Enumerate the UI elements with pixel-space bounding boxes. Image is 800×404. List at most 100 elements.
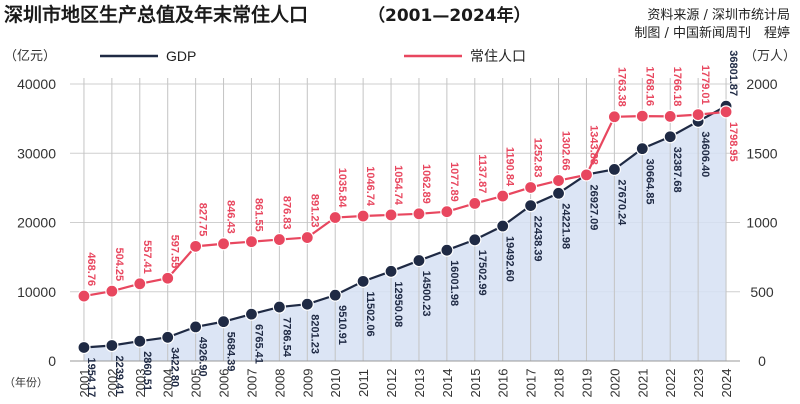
left-tick-label: 40000 [17, 76, 56, 92]
right-tick-label: 2000 [746, 76, 777, 92]
population-point [412, 207, 426, 221]
gdp-point [524, 199, 538, 213]
legend-gdp-label: GDP [166, 48, 196, 64]
x-tick-label: 2008 [272, 369, 287, 398]
x-tick-label: 2004 [161, 369, 176, 398]
population-data-label: 876.83 [280, 196, 292, 230]
population-point [607, 110, 621, 124]
gdp-data-label: 9510.91 [336, 305, 348, 345]
x-tick-label: 2021 [635, 369, 650, 398]
x-axis-ticks: 2001 2002 2003 2004 2005 2006 2007 2008 2009 2010… [77, 369, 734, 398]
population-data-label: 1798.95 [727, 122, 739, 162]
gdp-point [496, 219, 510, 233]
population-point [77, 289, 91, 303]
right-axis-unit: （万人） [744, 49, 796, 64]
x-tick-label: 2009 [300, 369, 315, 398]
gdp-point [244, 307, 259, 321]
x-tick-label: 2012 [384, 369, 399, 398]
gdp-point [635, 142, 649, 156]
x-tick-label: 2011 [356, 369, 371, 397]
right-tick-label: 1000 [746, 215, 777, 231]
right-tick-label: 1500 [746, 145, 777, 161]
chart-title: 深圳市地区生产总值及年末常住人口 [4, 3, 308, 26]
x-tick-label: 2013 [412, 369, 427, 398]
population-data-label: 504.25 [113, 248, 125, 282]
gdp-point [77, 340, 91, 355]
population-point [635, 109, 649, 123]
population-point [216, 237, 231, 251]
gdp-point [105, 338, 119, 353]
x-tick-label: 2003 [133, 369, 148, 398]
gdp-area-fill [83, 106, 727, 361]
x-tick-label: 2024 [719, 369, 734, 398]
gdp-data-label: 2860.51 [141, 351, 153, 391]
gdp-point [356, 274, 370, 288]
gdp-point [663, 130, 677, 144]
gdp-point [133, 334, 147, 348]
population-point [328, 210, 342, 225]
population-point [524, 180, 538, 195]
left-axis-unit: （亿元） [4, 49, 56, 64]
right-tick-label: 0 [758, 353, 766, 369]
legend-pop-label: 常住人口 [470, 49, 526, 65]
gdp-data-label: 1954.17 [85, 357, 97, 397]
population-data-label: 1137.87 [476, 154, 488, 193]
legend: GDP 常住人口 [100, 48, 526, 65]
x-tick-label: 2019 [579, 369, 594, 398]
gdp-point [412, 253, 426, 268]
x-tick-label: 2023 [691, 369, 706, 398]
gdp-point [161, 330, 175, 344]
population-data-label: 1062.89 [420, 164, 432, 204]
population-data-labels: 468.76 504.25 557.41 597.55 827.75 846.43 861.… [85, 65, 739, 286]
left-tick-label: 0 [48, 353, 56, 369]
gdp-data-label: 3422.80 [169, 347, 181, 387]
x-tick-label: 2005 [189, 369, 204, 398]
population-point [579, 168, 594, 182]
chart-credit: 制图 / 中国新闻周刊 程婷 [634, 25, 790, 41]
population-point [244, 235, 259, 249]
population-data-label: 1768.16 [643, 66, 655, 106]
gdp-point [384, 264, 398, 278]
gdp-data-label: 11502.06 [364, 291, 376, 336]
x-tick-label: 2002 [105, 369, 120, 398]
gdp-data-label: 16001.98 [448, 260, 460, 306]
gdp-point [607, 162, 621, 176]
population-data-label: 1343.88 [587, 125, 599, 165]
gdp-data-label: 32387.68 [671, 147, 683, 193]
right-tick-label: 500 [750, 284, 774, 300]
population-data-label: 1779.01 [699, 65, 711, 105]
gdp-data-label: 14500.23 [420, 271, 432, 317]
gdp-point [216, 315, 231, 329]
population-point [105, 284, 119, 298]
population-data-label: 1763.38 [615, 67, 627, 107]
gdp-point [440, 243, 454, 257]
gdp-data-label: 12950.08 [392, 281, 404, 327]
gdp-data-label: 4926.90 [197, 337, 209, 377]
gdp-point [272, 300, 286, 314]
population-data-label: 1766.18 [671, 67, 683, 107]
x-tick-label: 2007 [244, 369, 259, 398]
population-data-label: 1046.74 [364, 166, 376, 207]
population-point [133, 277, 147, 291]
x-tick-label: 2020 [607, 369, 622, 398]
population-data-label: 1252.83 [532, 138, 544, 178]
population-point [691, 108, 705, 122]
population-data-label: 846.43 [225, 200, 237, 234]
gdp-data-labels: 1954.17 2239.41 2860.51 3422.80 4926.90 5684.… [85, 50, 739, 397]
gdp-data-label: 19492.60 [504, 236, 516, 282]
population-point [384, 208, 398, 222]
population-point [300, 230, 314, 245]
population-data-label: 891.23 [308, 194, 320, 228]
gdp-data-label: 24221.98 [560, 203, 572, 249]
population-data-label: 557.41 [141, 240, 153, 274]
gdp-data-label: 2239.41 [113, 355, 125, 395]
gdp-point [189, 320, 203, 334]
population-data-label: 1054.74 [392, 165, 404, 206]
x-tick-label: 2018 [552, 369, 567, 398]
population-point [468, 196, 482, 211]
gdp-data-label: 22438.39 [532, 216, 544, 262]
population-point [496, 189, 510, 203]
chart-title-range: （2001—2024年） [368, 5, 531, 26]
x-tick-label: 2022 [663, 369, 678, 398]
